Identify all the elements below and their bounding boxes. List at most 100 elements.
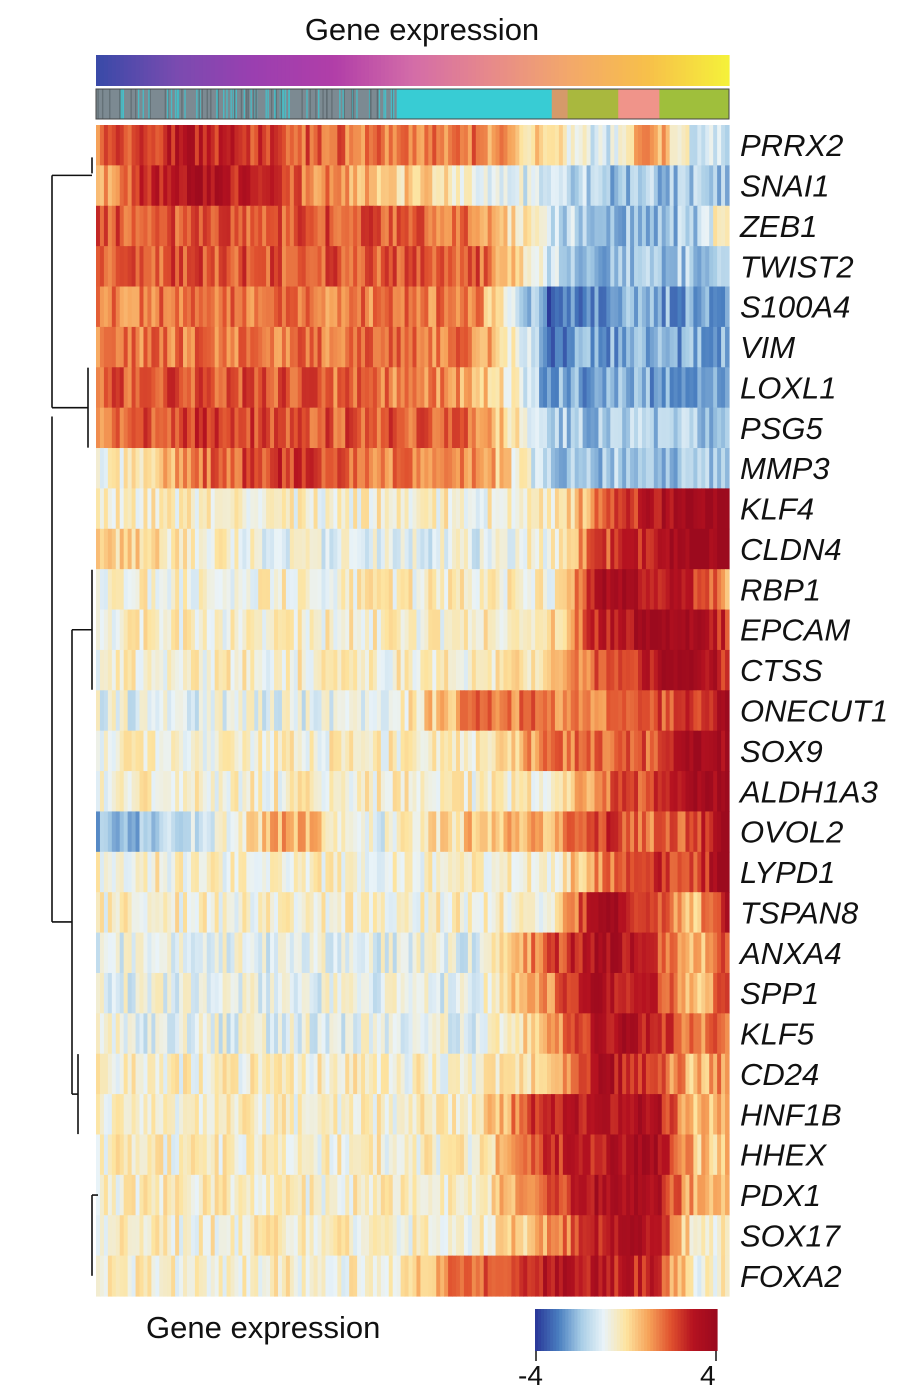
heatmap-cell — [579, 811, 584, 852]
heatmap-cell — [290, 1054, 295, 1095]
heatmap-cell — [401, 488, 406, 529]
pseudotime-cell — [290, 55, 295, 86]
heatmap-cell — [587, 1013, 592, 1054]
heatmap-cell — [602, 650, 607, 691]
heatmap-cell — [191, 771, 196, 812]
heatmap-cell — [618, 1256, 623, 1297]
heatmap-cell — [626, 610, 631, 651]
heatmap-cell — [381, 206, 386, 247]
pseudotime-cell — [448, 55, 453, 86]
pseudotime-cell — [132, 55, 137, 86]
heatmap-cell — [381, 367, 386, 408]
heatmap-cell — [571, 852, 576, 893]
heatmap-cell — [567, 125, 572, 166]
heatmap-cell — [357, 246, 362, 287]
heatmap-cell — [401, 852, 406, 893]
heatmap-cell — [709, 811, 714, 852]
heatmap-cell — [685, 1215, 690, 1256]
heatmap-cell — [480, 125, 485, 166]
heatmap-cell — [310, 488, 315, 529]
heatmap-cell — [294, 852, 299, 893]
heatmap-cell — [654, 1175, 659, 1216]
heatmap-cell — [377, 408, 382, 449]
heatmap-cell — [318, 488, 323, 529]
heatmap-cell — [191, 650, 196, 691]
heatmap-cell — [136, 1134, 141, 1175]
heatmap-cell — [713, 650, 718, 691]
heatmap-cell — [191, 1013, 196, 1054]
heatmap-cell — [203, 1013, 208, 1054]
heatmap-cell — [143, 1215, 148, 1256]
heatmap-cell — [397, 1013, 402, 1054]
heatmap-cell — [187, 650, 192, 691]
heatmap-cell — [531, 973, 536, 1014]
heatmap-cell — [725, 408, 730, 449]
heatmap-cell — [238, 1054, 243, 1095]
heatmap-cell — [227, 488, 232, 529]
heatmap-cell — [322, 690, 327, 731]
heatmap-cell — [124, 852, 129, 893]
cluster-stripe — [226, 89, 227, 119]
pseudotime-cell — [507, 55, 512, 86]
heatmap-cell — [143, 488, 148, 529]
heatmap-cell — [183, 327, 188, 368]
heatmap-cell — [674, 1013, 679, 1054]
heatmap-cell — [701, 731, 706, 772]
heatmap-cell — [108, 448, 113, 489]
heatmap-cell — [266, 731, 271, 772]
heatmap-cell — [488, 610, 493, 651]
heatmap-cell — [598, 892, 603, 933]
heatmap-cell — [385, 448, 390, 489]
heatmap-cell — [409, 529, 414, 570]
heatmap-cell — [642, 1175, 647, 1216]
heatmap-cell — [401, 448, 406, 489]
heatmap-cell — [322, 488, 327, 529]
heatmap-cell — [100, 1175, 105, 1216]
heatmap-cell — [322, 246, 327, 287]
heatmap-cell — [163, 690, 168, 731]
heatmap-cell — [480, 973, 485, 1014]
heatmap-cell — [579, 771, 584, 812]
heatmap-cell — [155, 1134, 160, 1175]
heatmap-cell — [282, 529, 287, 570]
heatmap-cell — [622, 287, 627, 328]
heatmap-cell — [333, 933, 338, 974]
heatmap-cell — [175, 206, 180, 247]
pseudotime-cell — [96, 55, 101, 86]
heatmap-cell — [238, 448, 243, 489]
heatmap-cell — [302, 488, 307, 529]
heatmap-cell — [413, 529, 418, 570]
heatmap-cell — [381, 771, 386, 812]
heatmap-cell — [436, 1256, 441, 1297]
heatmap-cell — [401, 933, 406, 974]
heatmap-cell — [444, 1175, 449, 1216]
heatmap-cell — [318, 892, 323, 933]
heatmap-cell — [159, 610, 164, 651]
heatmap-cell — [147, 529, 152, 570]
heatmap-cell — [555, 327, 560, 368]
heatmap-cell — [231, 488, 236, 529]
heatmap-cell — [270, 1054, 275, 1095]
heatmap-cell — [329, 973, 334, 1014]
heatmap-cell — [543, 1256, 548, 1297]
heatmap-cell — [227, 1094, 232, 1135]
heatmap-cell — [662, 933, 667, 974]
heatmap-cell — [614, 408, 619, 449]
heatmap-cell — [555, 246, 560, 287]
heatmap-cell — [227, 690, 232, 731]
heatmap-cell — [242, 771, 247, 812]
heatmap-cell — [353, 610, 358, 651]
heatmap-cell — [278, 650, 283, 691]
heatmap-cell — [721, 1054, 726, 1095]
heatmap-cell — [579, 610, 584, 651]
heatmap-cell — [610, 690, 615, 731]
heatmap-cell — [314, 367, 319, 408]
heatmap-cell — [591, 408, 596, 449]
heatmap-cell — [519, 731, 524, 772]
heatmap-cell — [290, 852, 295, 893]
heatmap-cell — [282, 690, 287, 731]
heatmap-cell — [385, 1256, 390, 1297]
heatmap-cell — [116, 569, 121, 610]
heatmap-cell — [270, 125, 275, 166]
heatmap-cell — [432, 610, 437, 651]
